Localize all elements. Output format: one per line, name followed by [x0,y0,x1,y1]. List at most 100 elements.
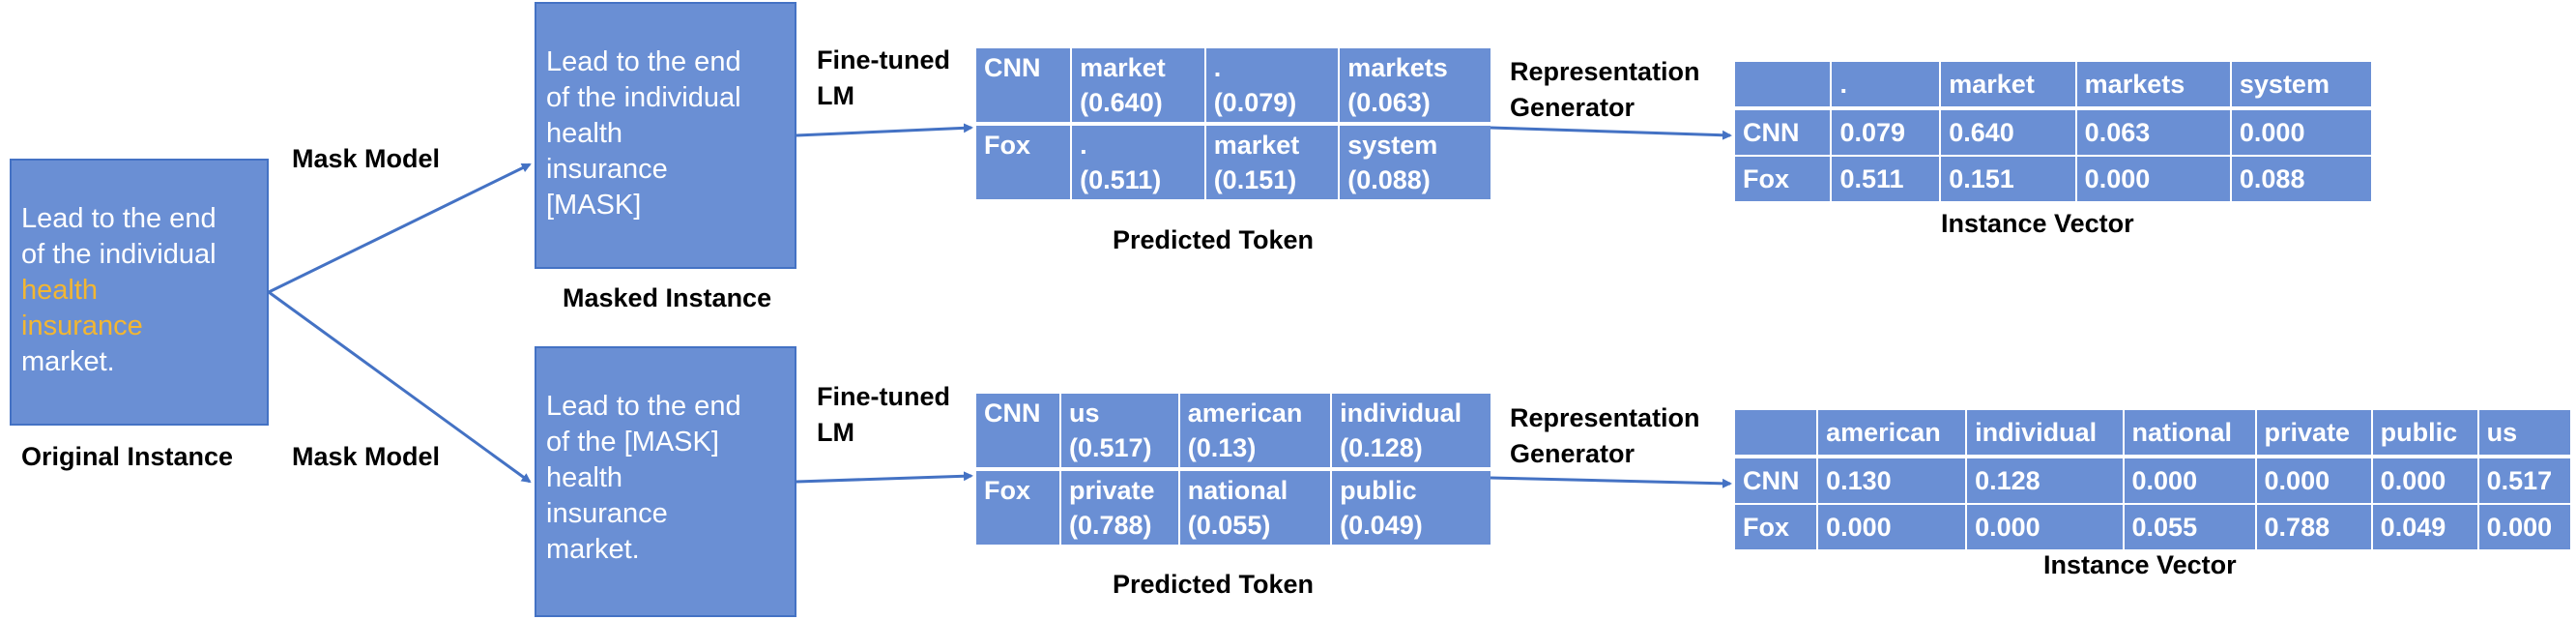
vector-value: 0.000 [1966,504,2125,549]
predicted-token-table-top: CNN market (0.640) . (0.079) markets (0.063… [976,48,1491,199]
token-cell: . (0.079) [1204,48,1341,126]
rep-label-line: Generator [1510,93,1635,122]
vector-value: 0.000 [2230,108,2371,157]
predicted-token-caption-top: Predicted Token [1113,225,1315,254]
arrow-mask-bottom [268,290,532,484]
original-line: Lead to the end [21,203,217,234]
original-highlight: health [21,275,99,306]
rep-label-line: Representation [1510,403,1700,432]
vector-value: 0.128 [1966,457,2125,505]
masked-line: market. [546,534,640,565]
lm-label-line: LM [817,81,854,110]
source-cnn: CNN [1735,108,1833,157]
original-instance-box: Lead to the end of the individual health… [10,159,269,426]
lm-label-bottom: Fine-tuned LM [817,379,950,451]
masked-line: Lead to the end [546,391,741,422]
masked-line: Lead to the end [546,46,741,77]
vector-header: public [2371,410,2479,458]
vector-value: 0.640 [1940,108,2077,157]
masked-line: of the [MASK] [546,427,719,458]
original-instance-caption: Original Instance [21,442,234,471]
source-cnn: CNN [1735,457,1819,505]
predicted-token-caption-bottom: Predicted Token [1113,570,1315,599]
vector-value: 0.088 [2239,164,2305,193]
vector-corner [1735,62,1833,110]
vector-value: 0.517 [2477,457,2570,505]
instance-vector-table-top: . market markets system CNN 0.079 0.640 … [1735,62,2371,201]
arrow-mask-top [268,162,532,294]
vector-value: 0.000 [2123,457,2257,505]
masked-line: insurance [546,154,668,185]
masked-line: of the individual [546,82,741,113]
token-cell: national (0.055) [1178,469,1333,545]
vector-header: individual [1966,410,2125,458]
source-fox: Fox [1735,504,1819,549]
arrow-lm-top [796,123,973,137]
vector-value: 0.788 [2255,504,2373,549]
vector-header: us [2477,410,2570,458]
vector-header: market [1940,62,2077,110]
token-cell: private (0.788) [1060,469,1180,545]
masked-instance-caption: Masked Instance [563,283,772,312]
token-cell: market (0.640) [1071,48,1206,126]
masked-line: health [546,118,623,149]
instance-vector-caption-top: Instance Vector [1941,209,2134,238]
vector-header: american [1817,410,1968,458]
vector-value: 0.000 [2486,513,2553,542]
source-cnn: CNN [976,48,1073,126]
vector-header: markets [2075,62,2232,110]
masked-line: health [546,462,623,493]
vector-value: 0.151 [1940,156,2077,201]
vector-value: 0.000 [1817,504,1968,549]
original-line: of the individual [21,239,217,270]
source-fox: Fox [976,124,1073,199]
lm-label-line: Fine-tuned [817,382,950,411]
vector-header: system [2230,62,2371,110]
lm-label-line: LM [817,418,854,447]
token-cell: public (0.049) [1340,476,1423,540]
vector-header: private [2255,410,2373,458]
vector-value: 0.511 [1831,156,1942,201]
rep-label-line: Representation [1510,57,1700,86]
instance-vector-table-bottom: american individual national private pub… [1735,410,2570,549]
vector-value: 0.000 [2255,457,2373,505]
rep-gen-label-bottom: Representation Generator [1510,400,1700,472]
vector-header: national [2123,410,2257,458]
token-cell: system (0.088) [1347,131,1438,194]
vector-value: 0.049 [2371,504,2479,549]
token-cell: market (0.151) [1204,124,1341,199]
masked-line: insurance [546,498,668,529]
arrow-rep-top [1490,126,1732,140]
vector-value: 0.055 [2123,504,2257,549]
token-cell: us (0.517) [1060,394,1180,471]
mask-model-label-top: Mask Model [292,144,441,173]
masked-instance-bottom: Lead to the end of the [MASK] health ins… [535,346,796,617]
vector-value: 0.079 [1831,108,1942,157]
predicted-token-table-bottom: CNN us (0.517) american (0.13) individual(… [976,394,1491,545]
source-fox: Fox [976,469,1061,545]
vector-value: 0.063 [2075,108,2232,157]
vector-value: 0.130 [1817,457,1968,505]
vector-value: 0.000 [2371,457,2479,505]
original-highlight: insurance [21,310,143,341]
rep-label-line: Generator [1510,439,1635,468]
mask-model-label-bottom: Mask Model [292,442,441,471]
lm-label-top: Fine-tuned LM [817,43,950,114]
arrow-rep-bottom [1490,476,1732,488]
token-cell: . (0.511) [1071,124,1206,199]
source-cnn: CNN [976,394,1061,471]
source-fox: Fox [1735,156,1833,201]
lm-label-line: Fine-tuned [817,45,950,74]
instance-vector-caption-bottom: Instance Vector [2043,550,2237,579]
masked-instance-top: Lead to the end of the individual health… [535,2,796,269]
token-cell: american (0.13) [1178,394,1333,471]
token-cell: markets (0.063) [1339,48,1491,126]
token-cell: individual (0.128) [1331,394,1491,471]
vector-header: . [1831,62,1942,110]
rep-gen-label-top: Representation Generator [1510,54,1700,126]
vector-value: 0.000 [2075,156,2232,201]
arrow-lm-bottom [796,471,973,484]
vector-corner [1735,410,1819,458]
original-line: market. [21,346,115,377]
masked-line: [MASK] [546,190,642,221]
